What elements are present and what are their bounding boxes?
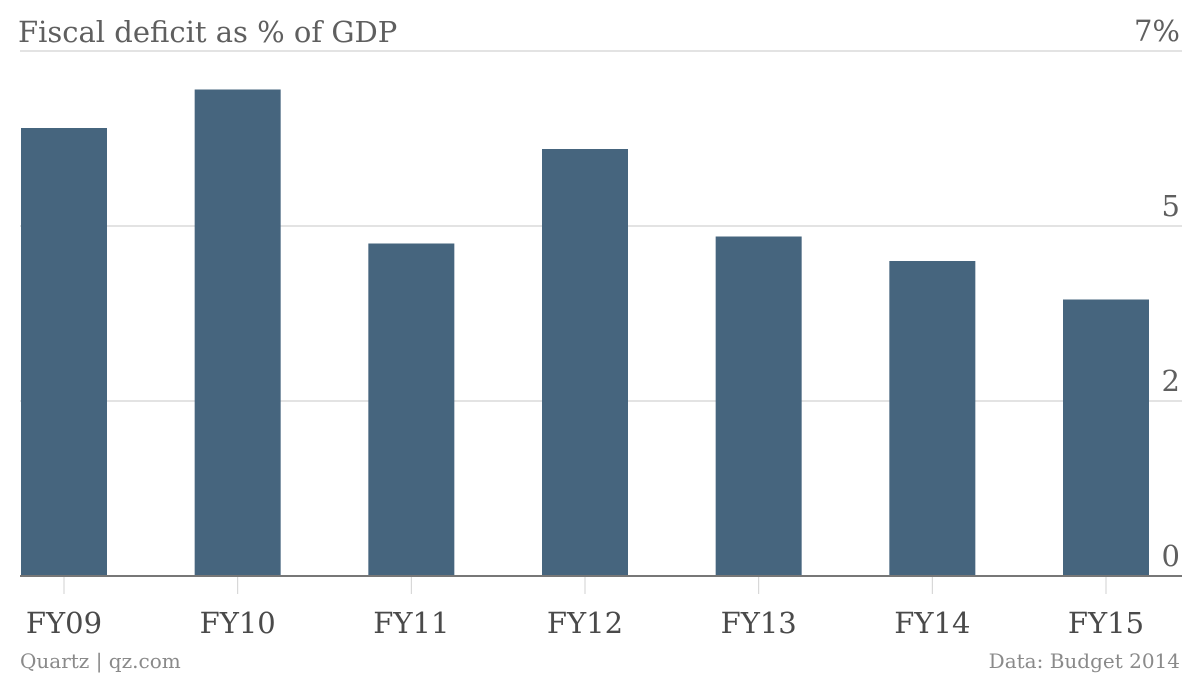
x-axis-ticks: FY09 FY10 FY11 FY12 FY13 FY14 FY15 xyxy=(26,576,1144,640)
bar-fy12 xyxy=(542,149,628,576)
x-tick-label: FY09 xyxy=(26,606,102,640)
bar-fy09 xyxy=(21,128,107,576)
bars xyxy=(21,89,1149,576)
chart-title: Fiscal deficit as % of GDP xyxy=(18,15,397,49)
x-tick-label: FY14 xyxy=(894,606,970,640)
data-source: Data: Budget 2014 xyxy=(989,649,1180,673)
bar-fy11 xyxy=(368,243,455,576)
x-tick-label: FY10 xyxy=(200,606,276,640)
x-tick-label: FY15 xyxy=(1068,606,1144,640)
bar-fy15 xyxy=(1063,299,1149,576)
y-tick-label: 5 xyxy=(1162,189,1180,223)
bar-fy10 xyxy=(194,89,281,576)
y-tick-label: 2 xyxy=(1162,364,1180,398)
source-credit: Quartz | qz.com xyxy=(20,649,181,674)
x-tick-label: FY13 xyxy=(721,606,797,640)
bar-fy13 xyxy=(715,236,802,576)
y-tick-label: 7% xyxy=(1134,14,1180,48)
y-tick-label: 0 xyxy=(1162,539,1180,573)
x-tick-label: FY11 xyxy=(373,606,449,640)
bar-fy14 xyxy=(889,261,976,576)
x-tick-label: FY12 xyxy=(547,606,623,640)
